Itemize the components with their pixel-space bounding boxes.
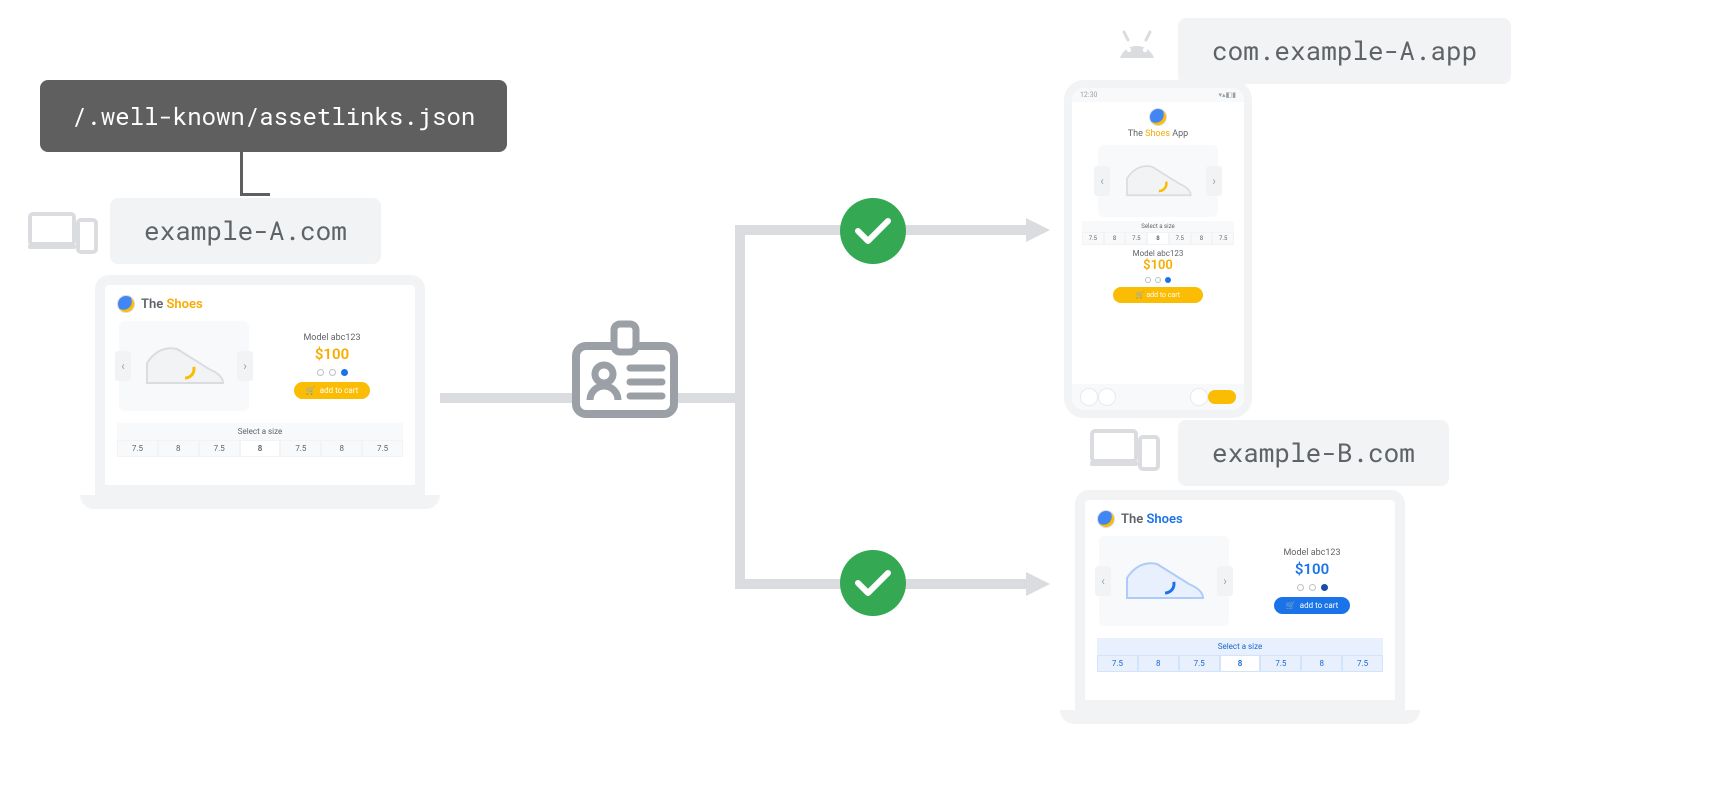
- nav-pill: [1208, 390, 1236, 404]
- nav-menu-icon: [1190, 388, 1208, 406]
- size-picker: Select a size 7.587.587.587.5: [1097, 638, 1383, 672]
- nav-home-icon: [1080, 388, 1098, 406]
- product-image: ‹ ›: [1099, 536, 1229, 626]
- assetlinks-path-label: /.well-known/assetlinks.json: [40, 80, 507, 152]
- product-price: $100: [263, 345, 401, 363]
- product-model: Model abc123: [1243, 548, 1381, 558]
- flow-connectors: [440, 398, 1050, 618]
- check-icon: [840, 550, 906, 616]
- shop-logo-icon: [1097, 510, 1115, 528]
- chevron-right-icon: ›: [1206, 166, 1222, 196]
- add-to-cart-button: 🛒 add to cart: [1274, 597, 1350, 614]
- add-to-cart-button: 🛒 add to cart: [294, 382, 370, 399]
- product-price: $100: [1243, 560, 1381, 578]
- shop-title: The Shoes: [141, 297, 203, 312]
- chevron-left-icon: ‹: [115, 351, 131, 381]
- laptop-mockup-b: The Shoes ‹ › Model abc123 $100 🛒 add to…: [1060, 490, 1420, 724]
- size-row-p: 7.587.587.587.5: [1082, 232, 1234, 245]
- add-to-cart-button: 🛒 add to cart: [1113, 287, 1203, 303]
- laptop-mockup-a: The Shoes ‹ › Model abc123 $100 🛒 add to…: [80, 275, 440, 509]
- devices-icon: [28, 208, 98, 258]
- android-icon: [1112, 18, 1162, 62]
- domain-b-label: example-B.com: [1178, 420, 1449, 486]
- product-price: $100: [1072, 258, 1244, 273]
- check-icon: [840, 198, 906, 264]
- product-model: Model abc123: [263, 333, 401, 343]
- size-picker: Select a size 7.587.587.587.5: [1082, 221, 1234, 245]
- android-package-label: com.example-A.app: [1178, 18, 1511, 84]
- product-image: ‹ ›: [1098, 145, 1218, 217]
- nav-search-icon: [1098, 388, 1116, 406]
- id-badge-icon: [570, 320, 680, 420]
- color-swatches: [263, 369, 401, 376]
- shop-logo-icon: [1149, 108, 1167, 126]
- shop-logo-icon: [117, 295, 135, 313]
- color-swatches: [1076, 277, 1240, 283]
- chevron-right-icon: ›: [237, 351, 253, 381]
- product-model: Model abc123: [1072, 249, 1244, 258]
- size-row-b: 7.587.587.587.5: [1097, 655, 1383, 672]
- size-picker: Select a size 7.587.587.587.5: [117, 423, 403, 457]
- phone-status-bar: 12:30▾▴◧▮: [1072, 88, 1244, 102]
- size-row-a: 7.587.587.587.5: [117, 440, 403, 457]
- chevron-left-icon: ‹: [1094, 166, 1110, 196]
- devices-icon: [1090, 425, 1160, 475]
- phone-bottom-nav: [1072, 384, 1244, 410]
- product-image: ‹ ›: [119, 321, 249, 411]
- color-swatches: [1243, 584, 1381, 591]
- phone-mockup: 12:30▾▴◧▮ The Shoes App ‹ › Select a siz…: [1064, 80, 1252, 418]
- domain-a-label: example-A.com: [110, 198, 381, 264]
- chevron-right-icon: ›: [1217, 566, 1233, 596]
- app-title: The Shoes App: [1072, 129, 1244, 139]
- chevron-left-icon: ‹: [1095, 566, 1111, 596]
- shop-title: The Shoes: [1121, 512, 1183, 527]
- path-to-domain-connector: [240, 148, 270, 196]
